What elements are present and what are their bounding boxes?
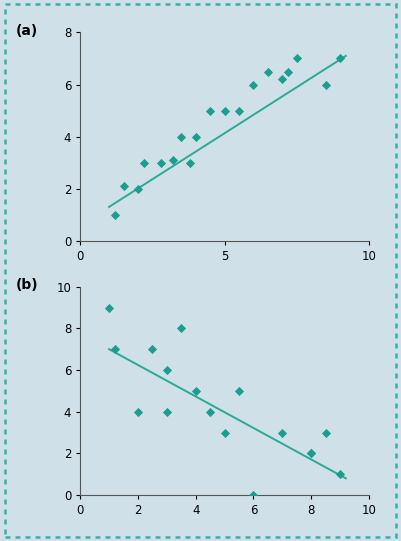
Point <box>120 182 127 190</box>
Point <box>279 428 286 437</box>
Text: (b): (b) <box>16 278 38 292</box>
Point <box>221 428 228 437</box>
Point <box>207 407 213 416</box>
Point <box>149 345 156 354</box>
Point <box>135 407 141 416</box>
Point <box>236 106 242 115</box>
Point <box>207 106 213 115</box>
Point <box>140 159 147 167</box>
Point <box>285 67 291 76</box>
Point <box>164 407 170 416</box>
Point <box>236 386 242 395</box>
Point <box>135 184 141 193</box>
Point <box>265 67 271 76</box>
Point <box>221 106 228 115</box>
Point <box>106 303 112 312</box>
Point <box>111 210 118 219</box>
Point <box>337 470 343 478</box>
Point <box>337 54 343 63</box>
Point <box>192 386 199 395</box>
Point <box>192 132 199 141</box>
Point <box>279 75 286 84</box>
Point <box>158 159 164 167</box>
Point <box>294 54 300 63</box>
Point <box>164 366 170 374</box>
Point <box>322 428 329 437</box>
Text: (a): (a) <box>16 24 38 38</box>
Point <box>308 449 314 458</box>
Point <box>308 449 314 458</box>
Point <box>322 80 329 89</box>
Point <box>111 345 118 354</box>
Point <box>169 156 176 164</box>
Point <box>178 132 184 141</box>
Point <box>187 159 193 167</box>
Point <box>250 80 257 89</box>
Point <box>178 324 184 333</box>
Point <box>250 491 257 499</box>
